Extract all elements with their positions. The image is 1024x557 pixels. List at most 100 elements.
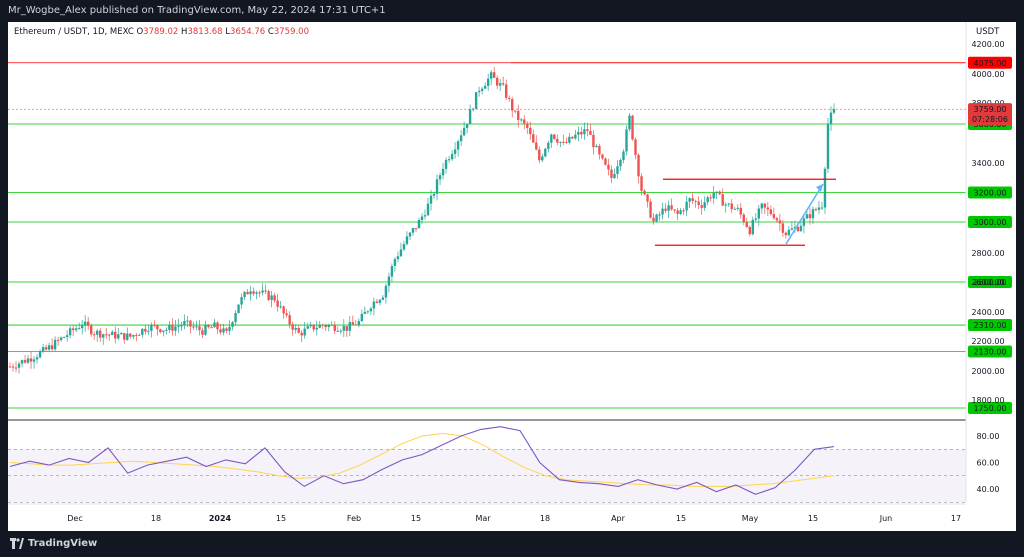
level-tag-3200.00 (968, 186, 1012, 199)
candle-body (805, 214, 809, 219)
price-tick-2000.00: 2000.00 (971, 367, 1004, 376)
candle-body (390, 266, 394, 277)
rsi-tick-60.00: 60.00 (977, 459, 1000, 468)
candle-body (483, 85, 487, 89)
candle-body (420, 216, 424, 221)
candle-body (312, 324, 315, 330)
candle-body (553, 134, 556, 139)
symbol-legend[interactable]: Ethereum / USDT, 1D, MEXC O3789.02 H3813… (14, 27, 309, 37)
candle-body (646, 194, 649, 202)
candle-body (345, 326, 349, 331)
candle-body (93, 334, 96, 336)
candle-body (228, 326, 231, 331)
candle-body (745, 222, 748, 227)
candle-body (727, 203, 730, 205)
countdown-label: 07:28:06 (972, 115, 1008, 124)
candle-body (35, 357, 39, 360)
candle-body (426, 203, 430, 216)
price-tick-2600.00: 2600.00 (971, 278, 1004, 287)
candle-body (387, 276, 391, 286)
candle-body (640, 176, 643, 191)
candle-body (234, 313, 237, 323)
candle-body (50, 345, 54, 350)
candle-body (174, 326, 177, 331)
candle-body (556, 138, 559, 143)
candle-body (450, 153, 454, 160)
candle-body (32, 359, 36, 362)
candle-body (826, 124, 830, 169)
chart-frame[interactable]: 4075.003660.003200.003000.002600.002310.… (8, 22, 1016, 531)
chart-svg[interactable]: 4075.003660.003200.003000.002600.002310.… (8, 22, 1016, 531)
candle-body (625, 129, 628, 152)
candle-body (520, 119, 523, 121)
candle-body (643, 190, 646, 195)
candle-body (501, 83, 505, 85)
candle-body (96, 330, 99, 335)
candle-body (676, 210, 679, 214)
legend-h-label: H (181, 27, 188, 37)
candle-body (333, 324, 336, 331)
level-tag-2130.00 (968, 345, 1012, 358)
price-tick-2200.00: 2200.00 (971, 337, 1004, 346)
candle-body (192, 326, 195, 328)
candle-body (550, 134, 553, 143)
candle-body (264, 290, 267, 292)
candle-body (396, 256, 400, 260)
candle-body (811, 209, 815, 219)
candle-body (628, 115, 631, 130)
tradingview-logo-icon[interactable] (10, 538, 24, 549)
candle-body (330, 324, 333, 326)
candle-body (514, 110, 517, 112)
candle-body (661, 208, 664, 215)
candle-body (237, 304, 240, 314)
candle-body (162, 330, 165, 333)
candle-body (739, 207, 742, 215)
level-tag-2600.00 (968, 276, 1012, 288)
candle-body (429, 195, 433, 204)
price-tick-2800.00: 2800.00 (971, 249, 1004, 258)
candle-body (808, 214, 812, 219)
x-tick-15: 15 (808, 514, 818, 523)
breakout-arrow-icon (785, 183, 824, 245)
x-tick-Mar: Mar (475, 514, 491, 523)
candle-body (105, 334, 108, 336)
candle-body (111, 331, 114, 335)
candle-body (631, 115, 634, 140)
candle-body (757, 208, 761, 219)
currency-label[interactable]: USDT (976, 27, 1000, 37)
candle-body (336, 330, 339, 332)
candle-body (207, 325, 210, 328)
legend-close: 3759.00 (273, 27, 309, 37)
candle-body (544, 148, 547, 157)
candle-body (465, 124, 469, 128)
candle-body (26, 358, 30, 363)
price-pane[interactable] (8, 62, 966, 421)
candle-body (733, 208, 736, 210)
candle-body (456, 141, 460, 150)
candle-body (240, 297, 243, 305)
candle-body (417, 220, 421, 229)
candle-body (685, 201, 688, 211)
candle-body (637, 154, 640, 177)
candle-body (288, 315, 291, 325)
x-tick-Apr: Apr (611, 514, 626, 523)
candle-body (89, 325, 93, 335)
candle-body (315, 327, 318, 330)
candle-body (225, 328, 228, 331)
candle-body (724, 204, 727, 206)
candle-body (231, 322, 234, 327)
rsi-pane[interactable] (8, 426, 966, 503)
candle-body (832, 109, 836, 113)
candle-body (411, 228, 415, 233)
candle-body (444, 159, 448, 169)
legend-high: 3813.68 (187, 27, 223, 37)
candle-body (68, 328, 72, 336)
candle-body (357, 321, 361, 326)
last-price-tag (968, 103, 1012, 126)
footer-brand[interactable]: TradingView (28, 538, 98, 549)
publisher-text: Mr_Wogbe_Alex published on TradingView.c… (8, 5, 386, 16)
candle-body (381, 297, 385, 300)
candle-body (538, 149, 541, 161)
last-price-label: 3759.00 (973, 105, 1006, 114)
candle-body (369, 308, 373, 312)
